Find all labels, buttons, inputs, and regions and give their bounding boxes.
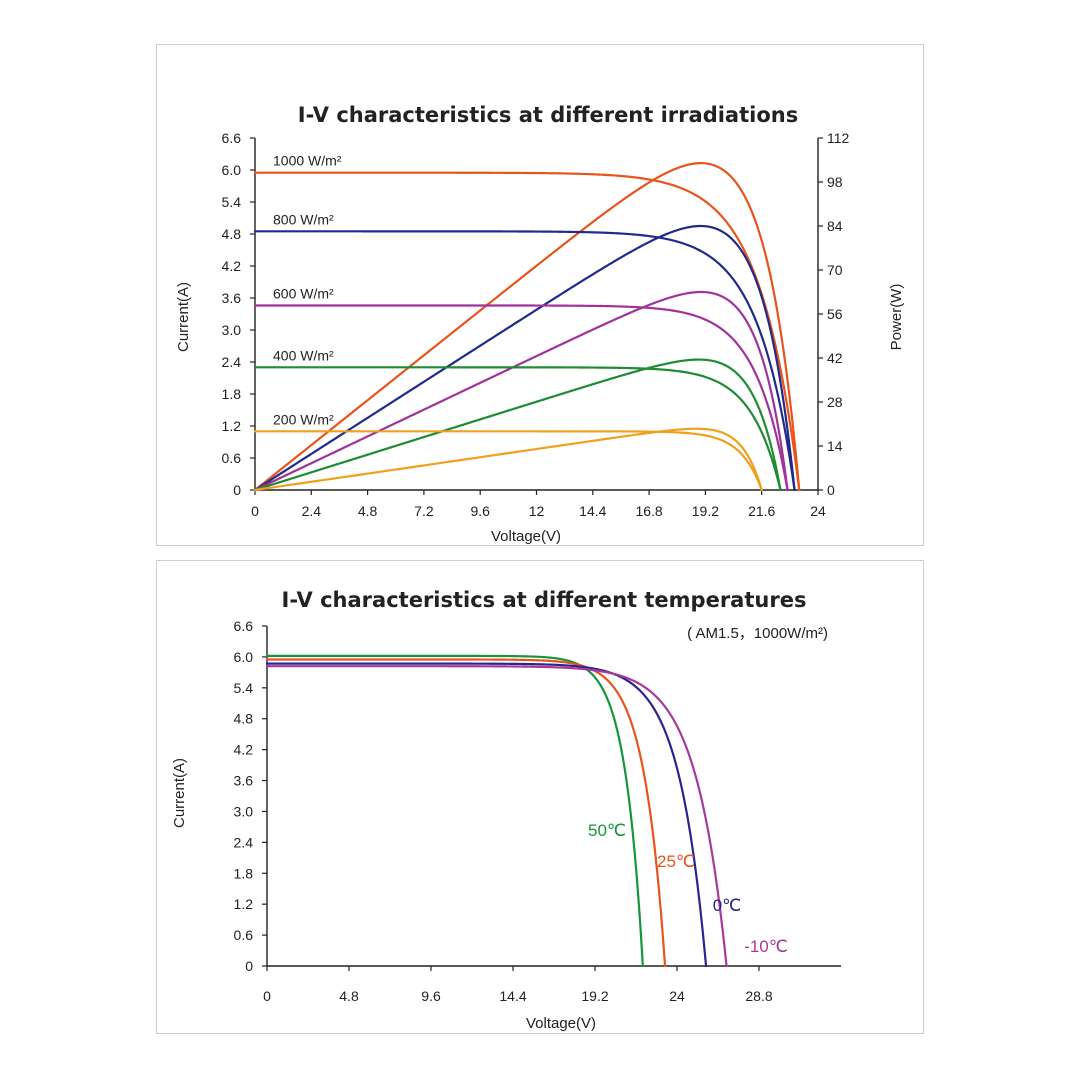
x-tick-label: 28.8 xyxy=(745,988,772,1004)
y-tick-label: 1.2 xyxy=(222,418,242,434)
current-curve-1 xyxy=(253,230,796,492)
series-label: 0℃ xyxy=(713,896,742,915)
power-curve-3 xyxy=(253,358,782,492)
y-tick-label: 5.4 xyxy=(234,680,254,696)
x-tick-label: 24 xyxy=(669,988,685,1004)
y-axis-label: Current(A) xyxy=(171,758,188,828)
x-tick-label: 4.8 xyxy=(339,988,359,1004)
series-label: 600 W/m² xyxy=(273,285,334,301)
y-tick-label: 3.0 xyxy=(234,803,254,819)
x-tick-label: 9.6 xyxy=(470,503,490,519)
x-tick-label: 19.2 xyxy=(692,503,719,519)
y-tick-label: 5.4 xyxy=(222,194,242,210)
y-tick-label: 6.6 xyxy=(222,130,242,146)
y-tick-label: 4.8 xyxy=(234,711,254,727)
y-tick-label: 4.2 xyxy=(222,258,242,274)
chart-condition-note: ( AM1.5，1000W/m²) xyxy=(687,625,828,642)
y-tick-label: 1.8 xyxy=(222,386,242,402)
chart-title: I-V characteristics at different tempera… xyxy=(282,588,807,612)
y-tick-label: 6.6 xyxy=(234,618,254,634)
y-tick-label: 6.0 xyxy=(234,649,254,665)
x-tick-label: 4.8 xyxy=(358,503,378,519)
x-axis-label: Voltage(V) xyxy=(491,528,561,545)
y2-axis-label: Power(W) xyxy=(888,284,905,351)
y2-tick-label: 14 xyxy=(827,438,843,454)
y2-tick-label: 84 xyxy=(827,218,843,234)
y-tick-label: 1.2 xyxy=(234,896,254,912)
y-tick-label: 0 xyxy=(233,482,241,498)
y-tick-label: 0.6 xyxy=(222,450,242,466)
y-tick-label: 4.2 xyxy=(234,742,254,758)
y-tick-label: 3.6 xyxy=(222,290,242,306)
y2-tick-label: 70 xyxy=(827,262,843,278)
x-tick-label: 0 xyxy=(251,503,259,519)
x-tick-label: 24 xyxy=(810,503,826,519)
y2-tick-label: 98 xyxy=(827,174,843,190)
x-tick-label: 9.6 xyxy=(421,988,441,1004)
series-label: 50℃ xyxy=(588,821,626,840)
current-curve-2 xyxy=(253,304,789,492)
y-tick-label: 2.4 xyxy=(234,834,254,850)
x-tick-label: 12 xyxy=(529,503,545,519)
current-curve-3 xyxy=(253,366,782,492)
temperature-curve-2 xyxy=(265,662,708,968)
y-tick-label: 4.8 xyxy=(222,226,242,242)
y-tick-label: 2.4 xyxy=(222,354,242,370)
temperature-chart-panel: I-V characteristics at different tempera… xyxy=(156,560,924,1034)
y2-tick-label: 28 xyxy=(827,394,843,410)
y2-tick-label: 0 xyxy=(827,482,835,498)
series-label: 400 W/m² xyxy=(273,347,334,363)
power-curve-2 xyxy=(253,290,789,492)
temperature-chart: I-V characteristics at different tempera… xyxy=(171,588,841,1032)
x-tick-label: 0 xyxy=(263,988,271,1004)
chart-title: I-V characteristics at different irradia… xyxy=(298,103,798,127)
temperature-curve-0 xyxy=(265,654,644,968)
x-tick-label: 19.2 xyxy=(581,988,608,1004)
series-label: 25℃ xyxy=(657,852,695,871)
series-label: 800 W/m² xyxy=(273,211,334,227)
y2-tick-label: 42 xyxy=(827,350,843,366)
x-tick-label: 2.4 xyxy=(302,503,322,519)
current-curve-4 xyxy=(253,430,763,492)
y-tick-label: 0.6 xyxy=(234,927,254,943)
x-axis-label: Voltage(V) xyxy=(526,1015,596,1032)
y2-tick-label: 112 xyxy=(827,130,850,146)
series-label: -10℃ xyxy=(744,937,788,956)
series-label: 200 W/m² xyxy=(273,411,334,427)
series-label: 1000 W/m² xyxy=(273,153,342,169)
x-tick-label: 16.8 xyxy=(635,503,662,519)
y2-tick-label: 56 xyxy=(827,306,843,322)
y-axis-label: Current(A) xyxy=(175,282,192,352)
temperature-curve-1 xyxy=(265,658,667,968)
irradiation-chart-panel: I-V characteristics at different irradia… xyxy=(156,44,924,546)
current-curve-0 xyxy=(253,171,801,492)
irradiation-chart: I-V characteristics at different irradia… xyxy=(175,103,905,545)
temperature-curve-3 xyxy=(265,665,728,968)
y-tick-label: 3.0 xyxy=(222,322,242,338)
x-tick-label: 21.6 xyxy=(748,503,775,519)
y-tick-label: 6.0 xyxy=(222,162,242,178)
x-tick-label: 7.2 xyxy=(414,503,434,519)
x-tick-label: 14.4 xyxy=(579,503,606,519)
y-tick-label: 3.6 xyxy=(234,773,254,789)
power-curve-4 xyxy=(253,427,763,492)
y-tick-label: 0 xyxy=(245,958,253,974)
x-tick-label: 14.4 xyxy=(499,988,526,1004)
y-tick-label: 1.8 xyxy=(234,865,254,881)
power-curve-0 xyxy=(253,162,801,492)
